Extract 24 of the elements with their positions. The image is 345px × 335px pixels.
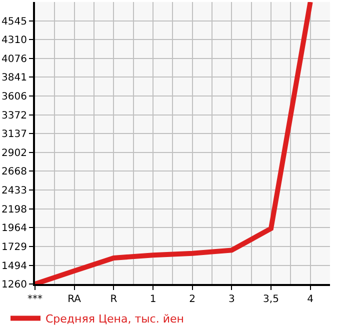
x-tick-label: *** xyxy=(28,294,42,305)
y-tick-label: 4310 xyxy=(2,35,27,46)
legend-label: Средняя Цена, тыс. йен xyxy=(46,312,184,326)
y-tick-label: 2902 xyxy=(2,148,27,159)
x-tick-label: R xyxy=(110,294,118,305)
x-tick-label: 4 xyxy=(307,294,314,305)
y-tick-label: 1260 xyxy=(2,280,27,290)
x-tick-label: 3,5 xyxy=(263,294,279,305)
y-tick-label: 3137 xyxy=(2,129,27,140)
y-tick-label: 1729 xyxy=(2,242,27,253)
y-tick-label: 3372 xyxy=(2,110,27,122)
x-tick-label: 1 xyxy=(150,294,156,305)
y-tick-label: 4545 xyxy=(2,16,27,28)
y-tick-label: 4076 xyxy=(2,54,27,65)
y-tick-label: 1494 xyxy=(2,260,27,272)
y-tick-label: 2668 xyxy=(2,166,27,178)
x-tick-label: 3 xyxy=(228,294,235,305)
y-tick-label: 2433 xyxy=(2,186,27,197)
y-tick-label: 2198 xyxy=(2,204,27,216)
y-tick-label: 3841 xyxy=(2,72,27,84)
y-tick-label: 3606 xyxy=(2,92,27,103)
y-tick-label: 1964 xyxy=(2,223,27,234)
x-tick-label: 2 xyxy=(189,294,196,305)
x-tick-label: RA xyxy=(68,294,82,305)
